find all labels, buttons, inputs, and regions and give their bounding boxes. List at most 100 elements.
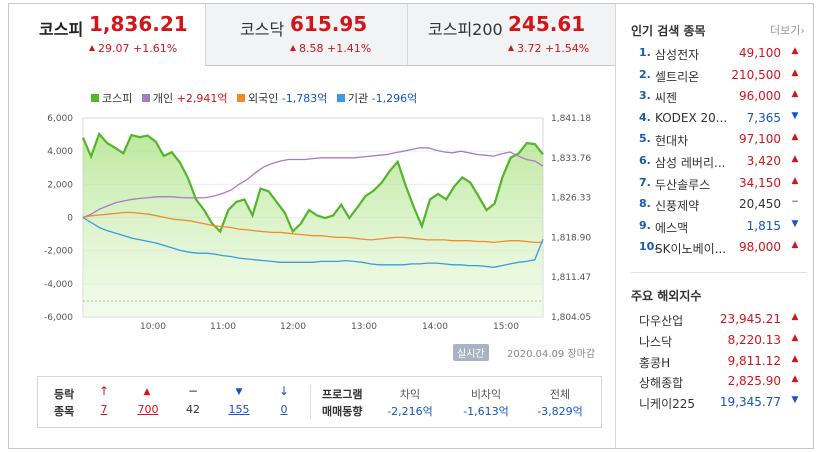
down-triangle-icon: ▼ [791,110,799,121]
stock-name[interactable]: 신풍제약 [655,199,700,214]
down-count[interactable]: 155 [228,403,250,416]
total-head: 전체 [549,388,571,401]
index-value: 23,945.21 [719,312,781,326]
stock-name[interactable]: 두산솔루스 [655,177,711,192]
stock-price: 20,450 [739,197,781,212]
rank-number: 7. [639,175,651,189]
world-index-item[interactable]: 다우산업 23,945.21 ▲ [631,312,807,334]
popular-item[interactable]: 2. 셀트리온 210,500 ▲ [631,68,807,90]
nonarbitrage-value: -1,613억 [463,405,509,418]
kospi-area [83,134,543,317]
legend-swatch [236,94,245,102]
index-name[interactable]: 니케이225 [639,397,696,412]
tab-kospi200[interactable]: 코스피200 245.61 3.72 +1.54% [407,4,615,66]
index-name[interactable]: 나스닥 [639,334,673,349]
popular-item[interactable]: 4. KODEX 20... 7,365 ▼ [631,111,807,133]
realtime-badge[interactable]: 실시간 [453,344,489,361]
stock-price: 1,815 [746,218,781,233]
upper-limit-count[interactable]: 7 [100,403,108,416]
stock-name[interactable]: 에스맥 [655,220,689,235]
world-index-item[interactable]: 홍콩H 9,811.12 ▲ [631,354,807,376]
stock-price: 98,000 [739,240,781,255]
x-tick-label: 15:00 [493,322,519,332]
down-triangle-icon: ▼ [791,395,799,406]
rank-number: 6. [639,154,651,167]
y-right-tick-label: 1,826.33 [551,194,591,204]
stock-price: 34,150 [739,175,781,190]
y-left-tick-label: -4,000 [44,280,73,290]
index-name[interactable]: 홍콩H [639,355,671,370]
legend-kospi: 코스피 [91,90,132,106]
tab-kosdaq-name: 코스닥 [240,20,285,39]
y-right-tick-label: 1,804.05 [551,313,591,323]
rank-number: 9. [639,218,651,232]
rank-number: 10. [639,240,659,254]
tab-kospi[interactable]: 코스피 1,836.21 29.07 +1.61% [9,4,205,66]
tab-kosdaq[interactable]: 코스닥 615.95 8.58 +1.41% [205,4,407,66]
up-triangle-icon: ▲ [791,374,799,385]
stats-label-updown: 등락 [54,388,75,401]
index-value: 9,811.12 [727,353,781,368]
side-panel: 인기 검색 종목 더보기› 1. 삼성전자 49,100 ▲ 2. 셀트리온 210,500… [617,4,814,448]
tab-kospi-change: 29.07 +1.61% [89,42,177,55]
popular-item[interactable]: 1. 삼성전자 49,100 ▲ [631,46,807,68]
stock-name[interactable]: SK이노베이... [655,242,727,257]
more-link[interactable]: 더보기› [770,24,805,37]
popular-item[interactable]: 8. 신풍제약 20,450− [631,197,807,219]
arbitrage-value: -2,216억 [387,405,433,418]
up-triangle-icon [508,45,514,51]
world-index-item[interactable]: 상해종합 2,825.90 ▲ [631,374,807,396]
stock-price: 3,420 [746,154,781,168]
rank-number: 1. [639,46,651,59]
world-index-item[interactable]: 니케이225 19,345.77 ▼ [631,395,807,417]
lower-limit-icon: ↓ [278,384,290,398]
stock-name[interactable]: 씨젠 [655,91,678,106]
x-tick-label: 12:00 [280,322,306,332]
x-tick-label: 10:00 [140,322,166,332]
y-left-tick-label: 0 [67,214,73,224]
stock-name[interactable]: 현대차 [655,134,689,149]
total-value: -3,829억 [537,405,583,418]
index-value: 8,220.13 [727,332,781,347]
stock-name[interactable]: KODEX 20... [655,110,728,125]
chevron-right-icon: › [800,24,805,37]
y-left-tick-label: -2,000 [44,247,73,257]
world-index-item[interactable]: 나스닥 8,220.13 ▲ [631,333,807,355]
popular-item[interactable]: 10. SK이노베이... 98,000 ▲ [631,240,807,262]
popular-item[interactable]: 6. 삼성 레버리... 3,420 ▲ [631,154,807,176]
x-tick-label: 13:00 [351,322,377,332]
tab-kospi-value: 1,836.21 [89,12,188,36]
lower-limit-count[interactable]: 0 [280,403,288,416]
legend-swatch [91,94,99,102]
stock-name[interactable]: 삼성 레버리... [655,156,726,170]
up-triangle-icon: ▲ [791,46,799,56]
up-count[interactable]: 700 [137,403,159,416]
index-name[interactable]: 다우산업 [639,314,684,328]
tab-kospi200-value: 245.61 [508,12,586,36]
unchanged-icon: − [187,384,199,398]
tab-kosdaq-change: 8.58 +1.41% [290,42,371,55]
tab-kosdaq-value: 615.95 [290,12,368,36]
up-triangle-icon: ▲ [791,175,799,186]
section-divider [631,272,807,273]
y-left-tick-label: 6,000 [47,114,73,124]
index-tabs: 코스피 1,836.21 29.07 +1.61% 코스닥 615.95 8.5… [9,4,615,66]
market-stats-box: 등락 종목 ↑ ▲ − ▼ ↓ 7 700 42 155 0 프로그램 매매동향… [37,376,602,428]
index-value: 19,345.77 [719,395,781,410]
unchanged-count: 42 [186,403,200,416]
index-name[interactable]: 상해종합 [639,376,684,391]
stock-name[interactable]: 셀트리온 [655,69,700,84]
stock-name[interactable]: 삼성전자 [655,48,700,62]
popular-item[interactable]: 7. 두산솔루스 34,150 ▲ [631,176,807,198]
up-triangle-icon: ▲ [791,312,799,322]
legend-personal: 개인 +2,941억 [141,90,227,106]
stats-divider [310,385,311,419]
y-right-tick-label: 1,833.76 [551,154,591,164]
popular-item[interactable]: 9. 에스맥 1,815 ▼ [631,219,807,241]
chart-date: 2020.04.09 장마감 [507,349,596,360]
rank-number: 2. [639,67,651,81]
popular-item[interactable]: 3. 씨젠 96,000 ▲ [631,89,807,111]
up-triangle-icon [290,45,296,51]
up-triangle-icon: ▲ [791,353,799,364]
popular-item[interactable]: 5. 현대차 97,100 ▲ [631,132,807,154]
